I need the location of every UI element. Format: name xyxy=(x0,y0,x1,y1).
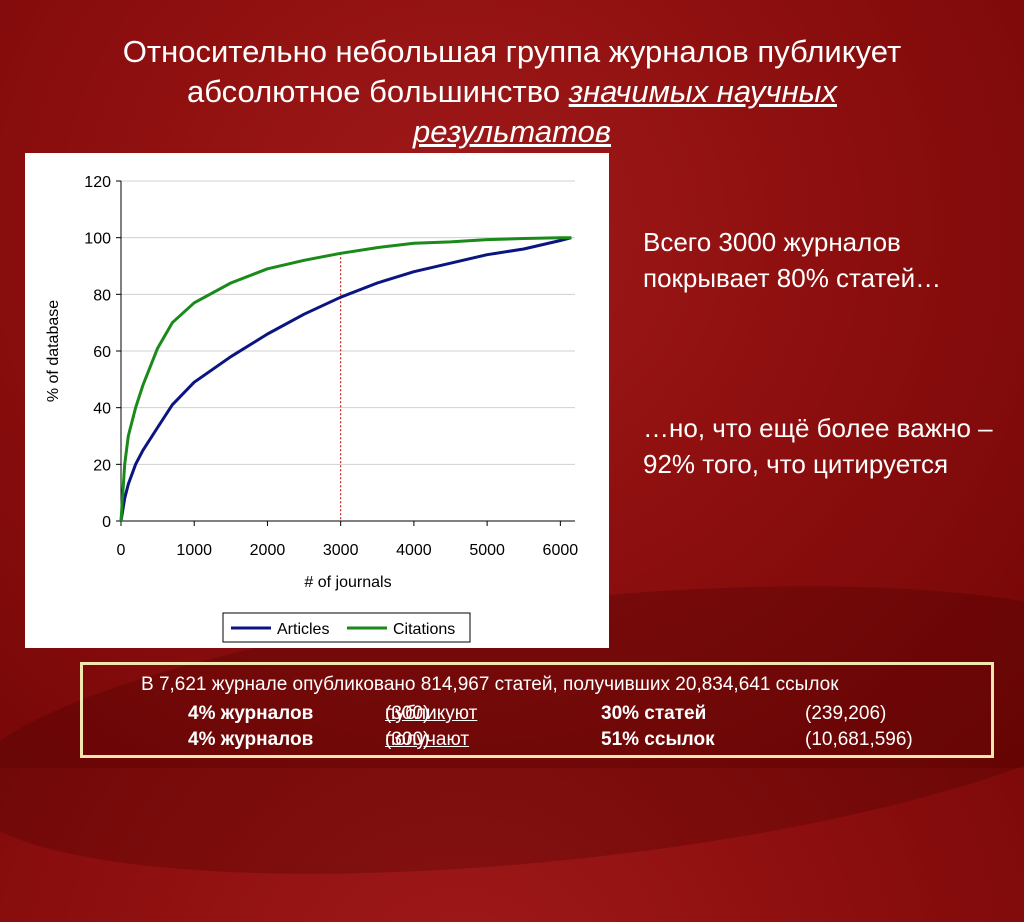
summary-row-citations: 4% журналов (300) получают 51% ссылок (1… xyxy=(83,729,991,753)
slide-title: Относительно небольшая группа журналов п… xyxy=(40,32,984,152)
y-tick-label: 40 xyxy=(93,401,111,418)
summary-item-share: 51% ссылок xyxy=(601,729,715,750)
summary-item-total: (239,206) xyxy=(805,703,887,724)
summary-row-articles: 4% журналов (300) публикуют 30% статей (… xyxy=(83,703,991,727)
x-tick-label: 5000 xyxy=(469,542,505,559)
y-tick-label: 100 xyxy=(84,231,111,248)
x-tick-label: 0 xyxy=(117,542,126,559)
summary-headline: В 7,621 журнале опубликовано 814,967 ста… xyxy=(141,674,839,695)
series-line-articles xyxy=(119,236,572,522)
x-tick-label: 6000 xyxy=(543,542,579,559)
title-line-3: результатов xyxy=(40,112,984,152)
y-tick-label: 0 xyxy=(102,514,111,531)
legend-label-citations: Citations xyxy=(393,621,455,638)
title-line-2-emphasis: значимых научных xyxy=(568,74,837,109)
title-line-3-emphasis: результатов xyxy=(412,114,612,149)
summary-verb: получают xyxy=(385,729,470,750)
y-tick-label: 80 xyxy=(93,287,111,304)
title-line-2-plain: абсолютное большинство xyxy=(187,74,561,109)
y-tick-label: 60 xyxy=(93,344,111,361)
chart-panel: 0 20 40 60 80 100 120 0 1000 2000 3000 4000 5000 6000… xyxy=(25,153,609,648)
x-tick-label: 3000 xyxy=(323,542,359,559)
side-text-coverage: Всего 3000 журналов покрывает 80% статей… xyxy=(643,227,942,293)
title-line-1: Относительно небольшая группа журналов п… xyxy=(122,34,902,69)
summary-box: В 7,621 журнале опубликовано 814,967 ста… xyxy=(80,662,994,758)
summary-verb: публикуют xyxy=(385,703,478,724)
series-line-citations xyxy=(119,236,572,522)
title-line-2: абсолютное большинство значимых научных xyxy=(40,72,984,112)
summary-journal-share: 4% журналов xyxy=(188,703,314,724)
legend-label-articles: Articles xyxy=(277,621,329,638)
summary-item-share: 30% статей xyxy=(601,703,707,724)
chart-svg: 0 20 40 60 80 100 120 0 1000 2000 3000 4000 5000 6000… xyxy=(45,174,579,643)
summary-journal-count: (300) xyxy=(385,703,430,724)
x-axis-label: # of journals xyxy=(304,574,391,591)
y-axis-label: % of database xyxy=(45,300,62,402)
y-tick-label: 120 xyxy=(84,174,111,191)
summary-item-total: (10,681,596) xyxy=(805,729,913,750)
side-text-citations: …но, что ещё более важно – 92% того, что… xyxy=(643,413,993,479)
y-tick-label: 20 xyxy=(93,457,111,474)
x-tick-label: 1000 xyxy=(176,542,212,559)
summary-journal-share: 4% журналов xyxy=(188,729,314,750)
x-tick-label: 2000 xyxy=(250,542,286,559)
summary-journal-count: (300) xyxy=(385,729,430,750)
x-tick-label: 4000 xyxy=(396,542,432,559)
